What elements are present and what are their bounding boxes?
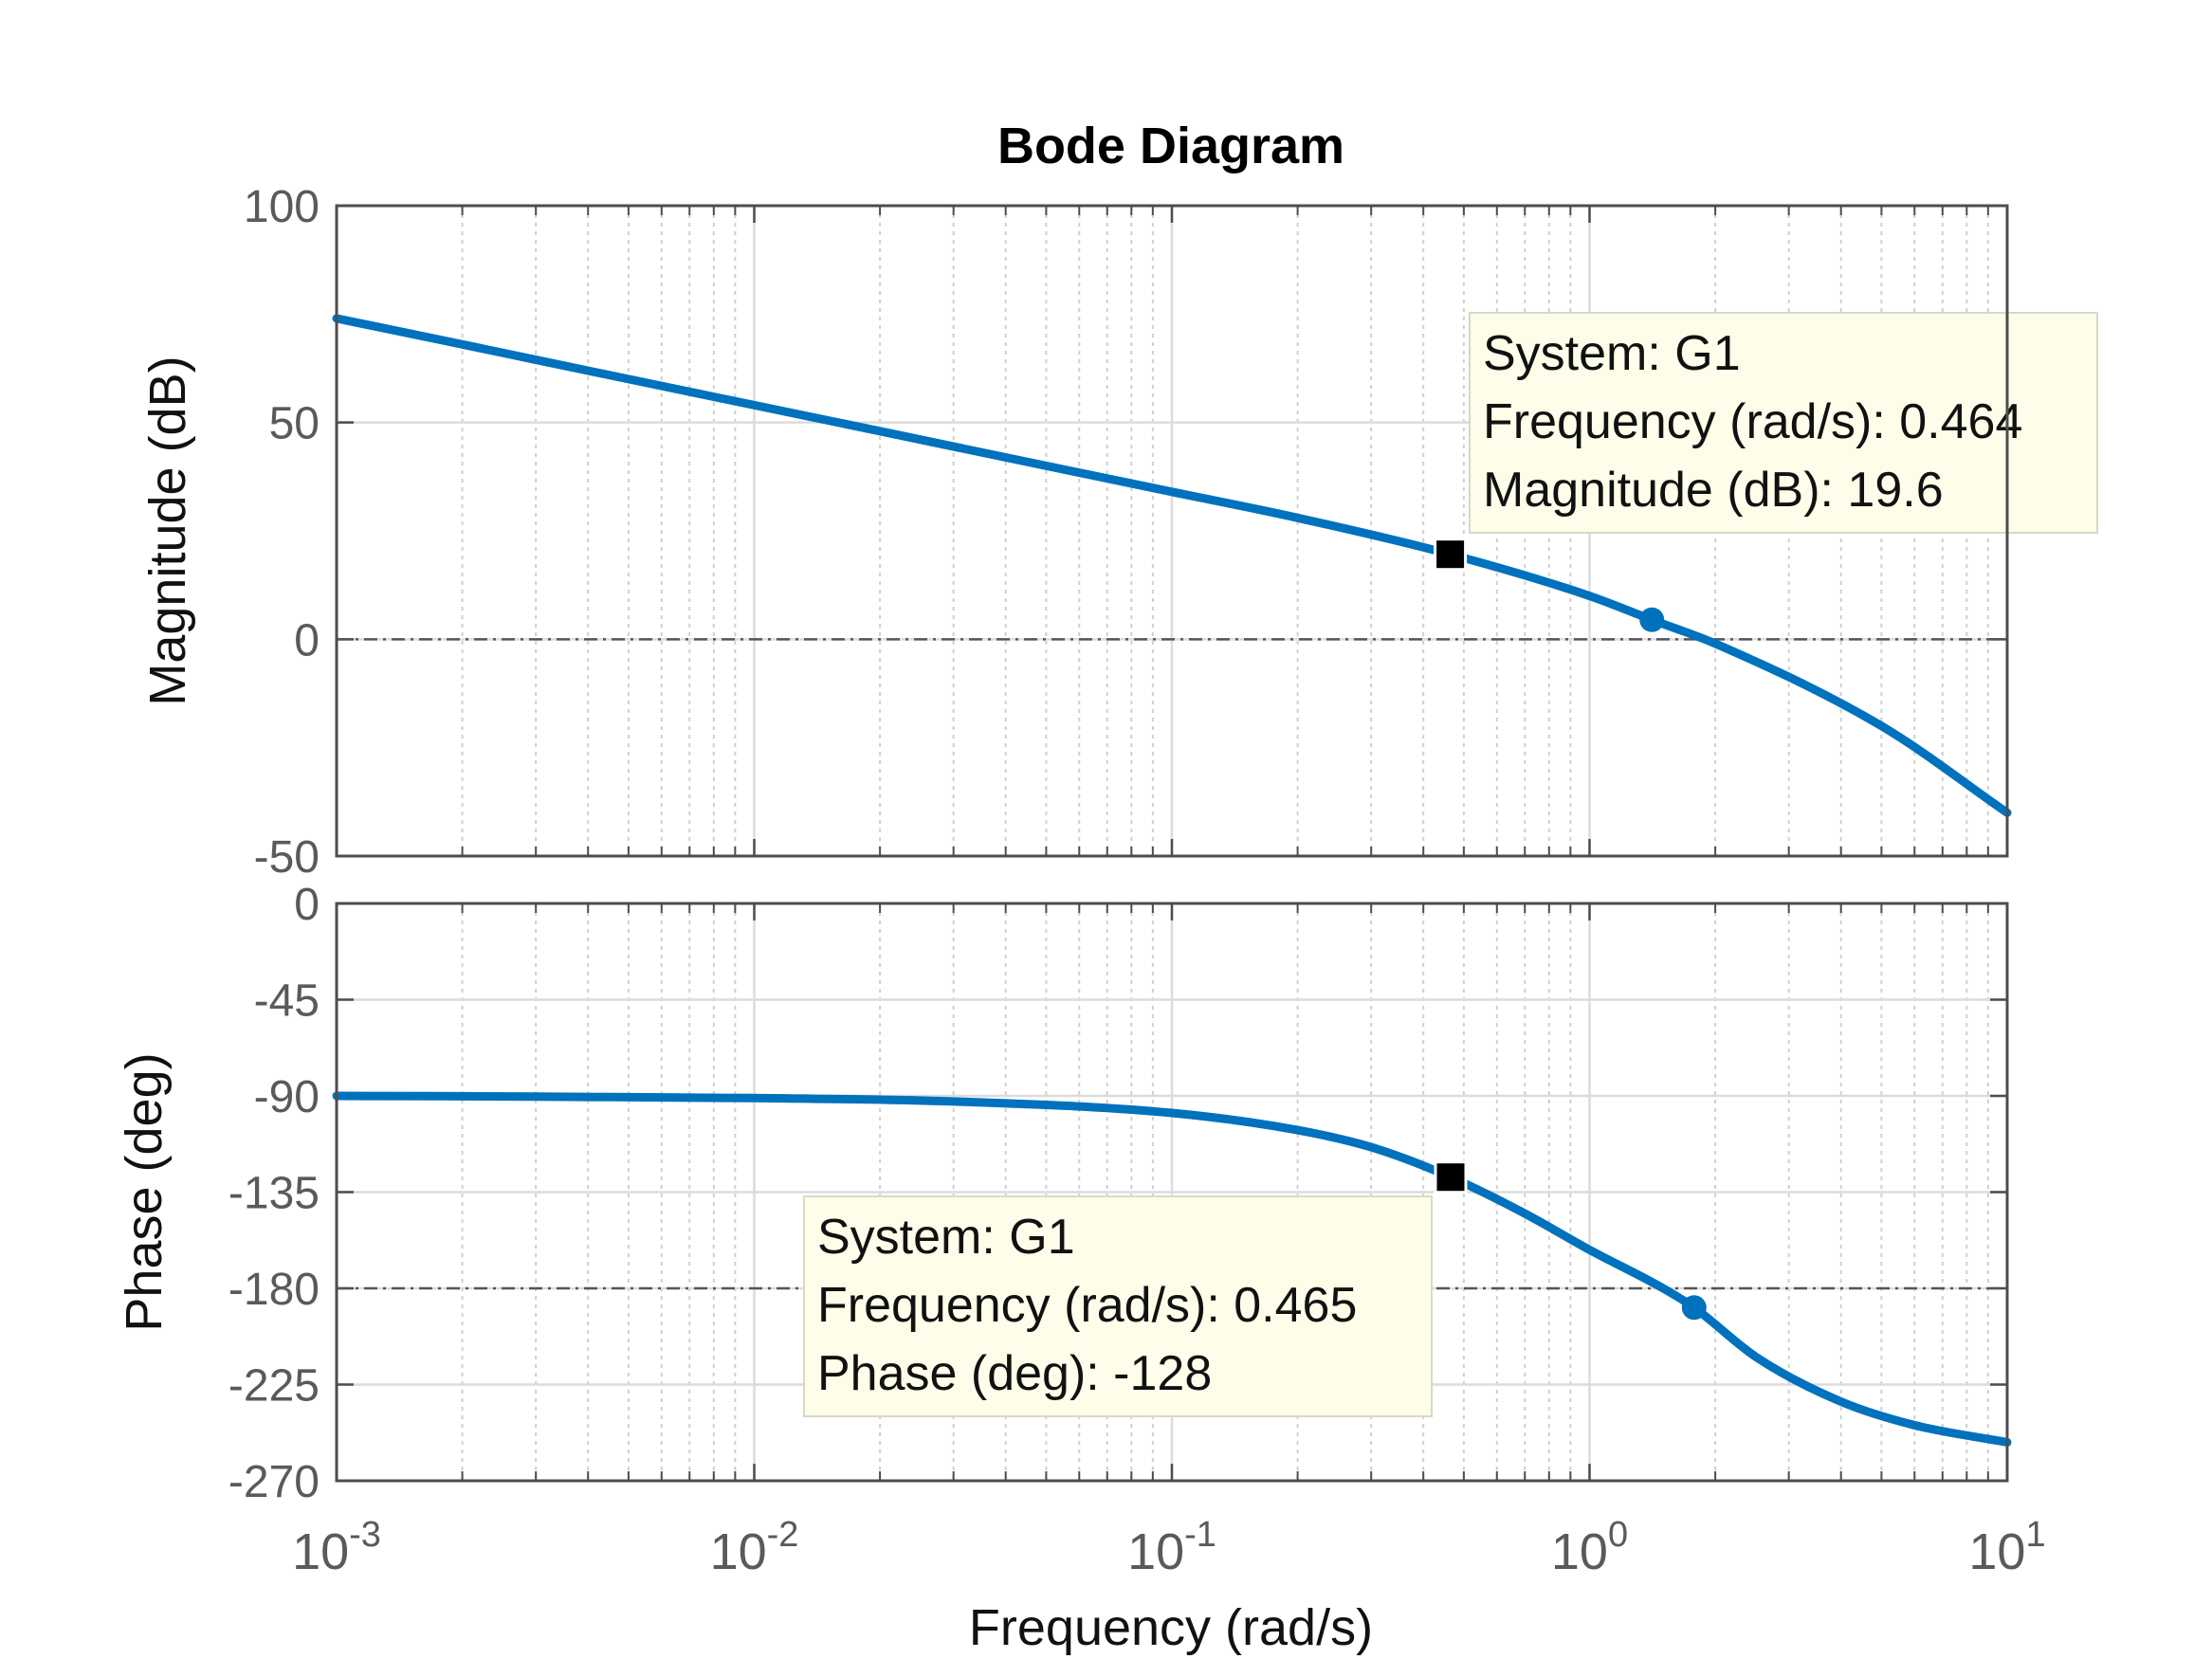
x-tick-label: 10-2 [710, 1515, 799, 1580]
x-tick-labels: 10-3 10-2 10-1 100 101 [292, 1515, 2046, 1580]
datatip-line: Magnitude (dB): 19.6 [1483, 463, 1944, 518]
y-tick-label: -225 [229, 1361, 320, 1412]
phase-plot: System: G1 Frequency (rad/s): 0.465 Phase … [116, 902, 2012, 1483]
y-tick-label: -270 [229, 1457, 320, 1507]
datatip-line: System: G1 [1483, 326, 1741, 381]
y-tick-label: -180 [229, 1265, 320, 1315]
datatip-line: Phase (deg): -128 [817, 1346, 1212, 1401]
magnitude-y-axis-title: Magnitude (dB) [139, 356, 196, 705]
phase-y-axis-title: Phase (deg) [116, 1052, 173, 1331]
chart-title: Bode Diagram [997, 118, 1344, 174]
y-tick-label: -50 [254, 832, 320, 883]
datatip-box [803, 1195, 1433, 1417]
phase-axes-frame [335, 902, 2009, 1483]
x-axis-title: Frequency (rad/s) [969, 1599, 1373, 1656]
y-tick-label: -135 [229, 1169, 320, 1219]
magnitude-curve [332, 314, 2012, 817]
datatip-line: Frequency (rad/s): 0.465 [817, 1278, 1357, 1333]
datatip-marker [1434, 538, 1468, 572]
y-tick-label: 0 [294, 880, 320, 930]
magnitude-axes-frame [335, 204, 2009, 858]
datatip-box [1469, 312, 2098, 534]
x-tick-label: 10-3 [292, 1515, 381, 1580]
datatip-line: System: G1 [817, 1210, 1075, 1265]
x-tick-label: 101 [1968, 1515, 2045, 1580]
magnitude-plot: System: G1 Frequency (rad/s): 0.464 Magnit… [139, 204, 2098, 858]
datatip-marker [1434, 1160, 1468, 1194]
datatip-line: Frequency (rad/s): 0.464 [1483, 394, 2022, 449]
y-tick-label: 50 [269, 399, 320, 449]
y-tick-label: -90 [254, 1072, 320, 1122]
x-tick-label: 10-1 [1127, 1515, 1216, 1580]
stability-margin-marker [1681, 1295, 1707, 1321]
x-tick-label: 100 [1551, 1515, 1628, 1580]
stability-margin-marker [1639, 607, 1665, 632]
y-tick-label: 0 [294, 615, 320, 665]
y-tick-label: -45 [254, 976, 320, 1027]
y-tick-label: 100 [244, 182, 320, 232]
phase-curve [332, 1091, 2012, 1447]
